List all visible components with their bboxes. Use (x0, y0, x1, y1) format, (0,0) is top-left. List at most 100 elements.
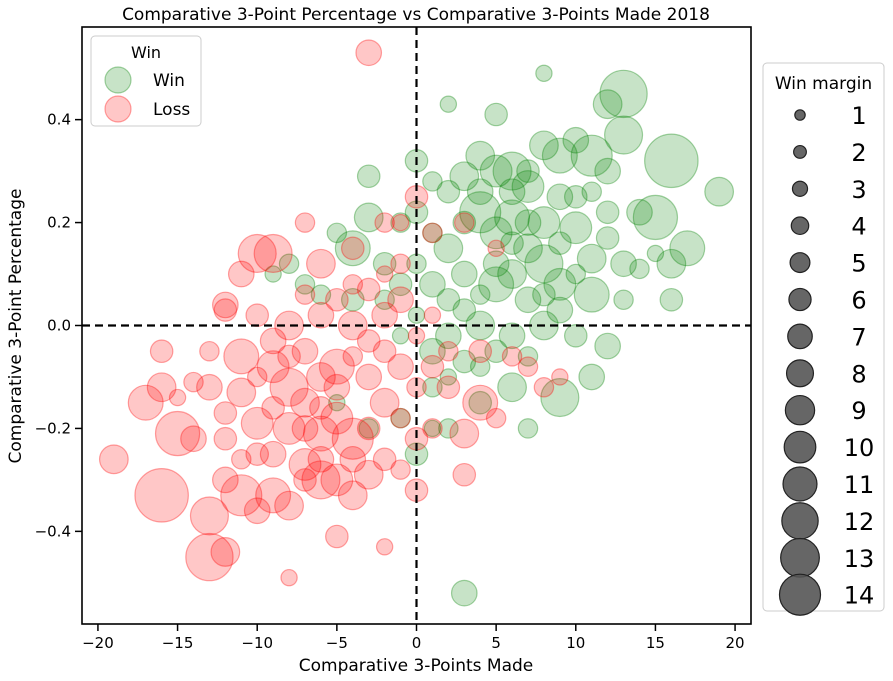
point-win (423, 419, 442, 438)
margin-legend-label: 2 (851, 139, 866, 167)
point-loss (372, 339, 397, 364)
point-loss (342, 346, 364, 367)
point-win (356, 164, 381, 189)
point-loss (420, 354, 445, 379)
point-loss (423, 306, 442, 324)
point-loss (183, 371, 204, 393)
legend-marker-win (104, 66, 132, 94)
point-loss (309, 396, 333, 420)
point-win (340, 287, 365, 312)
point-win (435, 322, 462, 350)
point-loss (98, 444, 129, 475)
point-loss (212, 291, 239, 319)
point-win (353, 202, 384, 233)
point-loss (149, 339, 174, 364)
point-loss (256, 350, 290, 384)
point-win (592, 89, 623, 120)
point-win (529, 130, 559, 161)
point-loss (243, 497, 271, 525)
point-win (527, 206, 561, 240)
series-loss (98, 39, 569, 587)
point-win (419, 337, 446, 365)
point-loss (146, 372, 177, 403)
point-win (524, 244, 564, 284)
point-win (422, 222, 443, 244)
point-win (372, 251, 397, 276)
point-loss (375, 265, 394, 283)
point-win (500, 231, 524, 255)
x-tick-label: 0 (412, 634, 422, 652)
point-loss (180, 425, 207, 453)
point-win (514, 209, 542, 236)
margin-legend-marker (778, 573, 822, 616)
point-loss (231, 449, 252, 470)
point-loss (277, 344, 301, 369)
point-win (626, 198, 653, 226)
point-win (419, 270, 446, 298)
point-loss (245, 303, 270, 328)
point-loss (533, 377, 555, 398)
margin-legend-label: 9 (851, 397, 866, 425)
point-loss (294, 212, 316, 233)
point-win (478, 266, 515, 303)
point-loss (212, 466, 239, 494)
point-loss (196, 373, 223, 401)
point-win (465, 140, 496, 171)
point-loss (227, 260, 255, 288)
point-win (328, 393, 346, 412)
point-win (546, 296, 574, 324)
point-loss (301, 460, 341, 500)
point-win (449, 161, 480, 192)
point-loss (387, 353, 414, 381)
margin-legend-label: 7 (851, 323, 866, 351)
point-loss (318, 348, 355, 385)
point-loss (369, 387, 400, 418)
point-win (459, 191, 502, 234)
point-win (704, 176, 735, 207)
legend-label-loss: Loss (153, 100, 190, 120)
point-win (514, 286, 542, 314)
margin-legend-marker (793, 144, 807, 159)
point-win (492, 151, 532, 191)
win-legend-box (90, 35, 202, 127)
point-loss (274, 490, 304, 521)
point-win (498, 178, 526, 206)
point-win (595, 200, 620, 225)
point-loss (185, 532, 234, 582)
point-loss (220, 474, 263, 517)
point-win (358, 418, 379, 439)
point-loss (342, 274, 364, 295)
margin-legend-marker (789, 252, 811, 274)
point-loss (199, 340, 220, 362)
point-win (433, 233, 464, 264)
point-loss (517, 356, 539, 377)
point-loss (454, 212, 475, 233)
point-loss (269, 367, 309, 407)
point-loss (487, 239, 505, 258)
point-win (438, 418, 459, 439)
point-loss (390, 407, 411, 429)
margin-legend-label: 13 (844, 545, 875, 573)
point-win (532, 282, 556, 307)
point-win (469, 356, 491, 377)
point-win (613, 289, 634, 311)
point-loss (468, 339, 493, 364)
point-loss (134, 468, 189, 523)
point-win (546, 183, 574, 211)
point-loss (325, 524, 349, 549)
point-win (422, 171, 443, 192)
point-win (452, 210, 477, 235)
point-loss (290, 387, 320, 418)
point-loss (371, 301, 398, 329)
point-loss (375, 538, 394, 556)
point-loss (253, 233, 293, 273)
point-loss (355, 39, 383, 67)
y-axis-label: Comparative 3-Point Percentage (6, 189, 26, 464)
point-loss (127, 384, 164, 421)
point-loss (340, 236, 365, 261)
point-loss (240, 406, 274, 440)
point-win (334, 230, 371, 267)
x-tick-label: 20 (726, 634, 745, 652)
point-win (516, 159, 540, 183)
